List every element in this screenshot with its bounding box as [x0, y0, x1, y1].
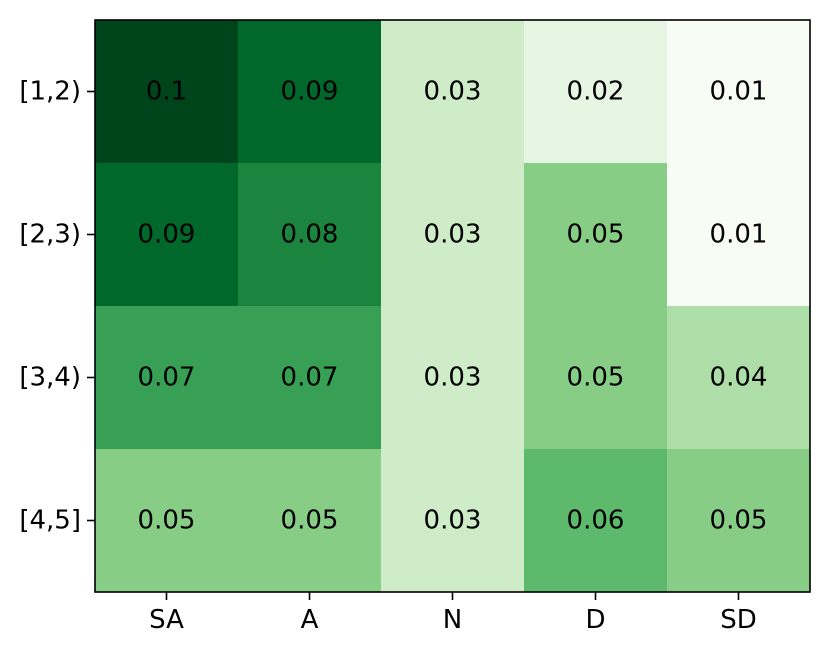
- x-tick-label: SD: [720, 605, 757, 635]
- cell-value-label: 0.01: [710, 220, 768, 250]
- y-tick-label: [4,5]: [19, 506, 81, 536]
- cell-value-label: 0.03: [424, 363, 482, 393]
- x-tick-label: N: [443, 605, 462, 635]
- cell-value-label: 0.07: [138, 363, 196, 393]
- heatmap-cell: [238, 449, 382, 593]
- cell-value-label: 0.05: [567, 363, 625, 393]
- cell-value-label: 0.09: [138, 220, 196, 250]
- heatmap-cell: [381, 449, 525, 593]
- heatmap-cell: [524, 163, 668, 307]
- x-tick-label: D: [585, 605, 605, 635]
- cell-value-label: 0.05: [710, 506, 768, 536]
- heatmap-cell: [524, 306, 668, 450]
- cell-value-label: 0.09: [281, 77, 339, 107]
- cell-value-label: 0.05: [567, 220, 625, 250]
- cell-value-label: 0.07: [281, 363, 339, 393]
- heatmap-cell: [238, 163, 382, 307]
- heatmap-cell: [524, 20, 668, 164]
- heatmap-cell: [524, 449, 668, 593]
- x-axis: SA A N D SD: [149, 592, 757, 635]
- heatmap-cell: [238, 306, 382, 450]
- heatmap-cell: [381, 20, 525, 164]
- cell-value-label: 0.01: [710, 77, 768, 107]
- cell-value-label: 0.03: [424, 220, 482, 250]
- cell-value-label: 0.05: [281, 506, 339, 536]
- heatmap-cell-labels: 0.1 0.09 0.03 0.02 0.01 0.09 0.08 0.03 0.05 0.01 0…: [138, 77, 768, 536]
- y-tick-label: [1,2): [19, 77, 81, 107]
- cell-value-label: 0.02: [567, 77, 625, 107]
- cell-value-label: 0.03: [424, 77, 482, 107]
- x-tick-label: A: [301, 605, 319, 635]
- y-tick-label: [2,3): [19, 220, 81, 250]
- heatmap-cell: [95, 449, 239, 593]
- heatmap-cells: [95, 20, 811, 593]
- heatmap-cell: [238, 20, 382, 164]
- heatmap-cell: [381, 163, 525, 307]
- heatmap-cell: [95, 306, 239, 450]
- heatmap-cell: [95, 20, 239, 164]
- x-tick-label: SA: [149, 605, 184, 635]
- heatmap-cell: [667, 20, 811, 164]
- heatmap-cell: [667, 163, 811, 307]
- cell-value-label: 0.03: [424, 506, 482, 536]
- y-tick-label: [3,4): [19, 363, 81, 393]
- cell-value-label: 0.1: [146, 77, 187, 107]
- heatmap-cell: [381, 306, 525, 450]
- heatmap-cell: [95, 163, 239, 307]
- heatmap-cell: [667, 449, 811, 593]
- heatmap-cell: [667, 306, 811, 450]
- cell-value-label: 0.08: [281, 220, 339, 250]
- cell-value-label: 0.06: [567, 506, 625, 536]
- y-axis: [1,2) [2,3) [3,4) [4,5]: [19, 77, 95, 536]
- cell-value-label: 0.05: [138, 506, 196, 536]
- cell-value-label: 0.04: [710, 363, 768, 393]
